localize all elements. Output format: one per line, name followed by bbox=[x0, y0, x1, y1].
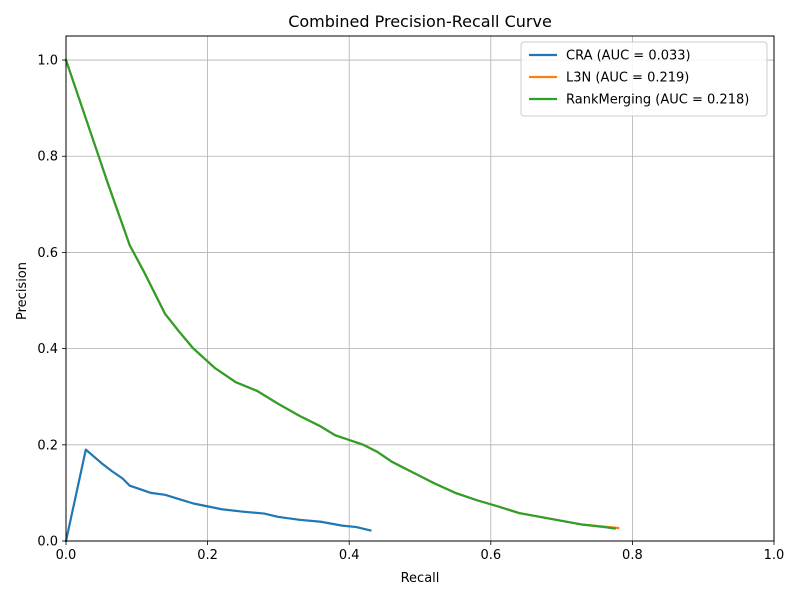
x-tick-label: 0.8 bbox=[622, 548, 643, 563]
y-tick-label: 0.2 bbox=[37, 438, 58, 453]
series-lines bbox=[64, 58, 620, 543]
x-tick-label: 0.2 bbox=[197, 548, 218, 563]
grid-lines bbox=[65, 36, 775, 542]
y-tick-label: 0.6 bbox=[37, 246, 58, 261]
plot-frame bbox=[65, 35, 775, 542]
legend-entry-label: RankMerging (AUC = 0.218) bbox=[566, 93, 749, 108]
y-tick-label: 0.0 bbox=[37, 535, 58, 550]
legend: CRA (AUC = 0.033) L3N (AUC = 0.219) RankMe… bbox=[520, 41, 768, 117]
y-axis-label: Precision bbox=[15, 262, 30, 320]
legend-entry-label: CRA (AUC = 0.033) bbox=[566, 49, 691, 64]
x-axis-label: Recall bbox=[401, 571, 440, 586]
x-tick-label: 0.6 bbox=[480, 548, 501, 563]
x-tick-label: 1.0 bbox=[764, 548, 785, 563]
legend-box bbox=[520, 41, 768, 117]
x-tick-label: 0.4 bbox=[339, 548, 360, 563]
chart-title: Combined Precision-Recall Curve bbox=[288, 12, 552, 31]
legend-entry-label: L3N (AUC = 0.219) bbox=[566, 71, 689, 86]
series-line bbox=[64, 58, 616, 530]
y-tick-label: 1.0 bbox=[37, 54, 58, 69]
y-tick-label: 0.4 bbox=[37, 342, 58, 357]
series-line bbox=[64, 448, 372, 543]
axis-ticks: 0.0 0.2 0.4 0.6 0.8 1.0 0.0 0.2 0.4 0.6 0.8 1.0 bbox=[37, 54, 784, 563]
x-tick-label: 0.0 bbox=[56, 548, 77, 563]
y-tick-label: 0.8 bbox=[37, 150, 58, 165]
